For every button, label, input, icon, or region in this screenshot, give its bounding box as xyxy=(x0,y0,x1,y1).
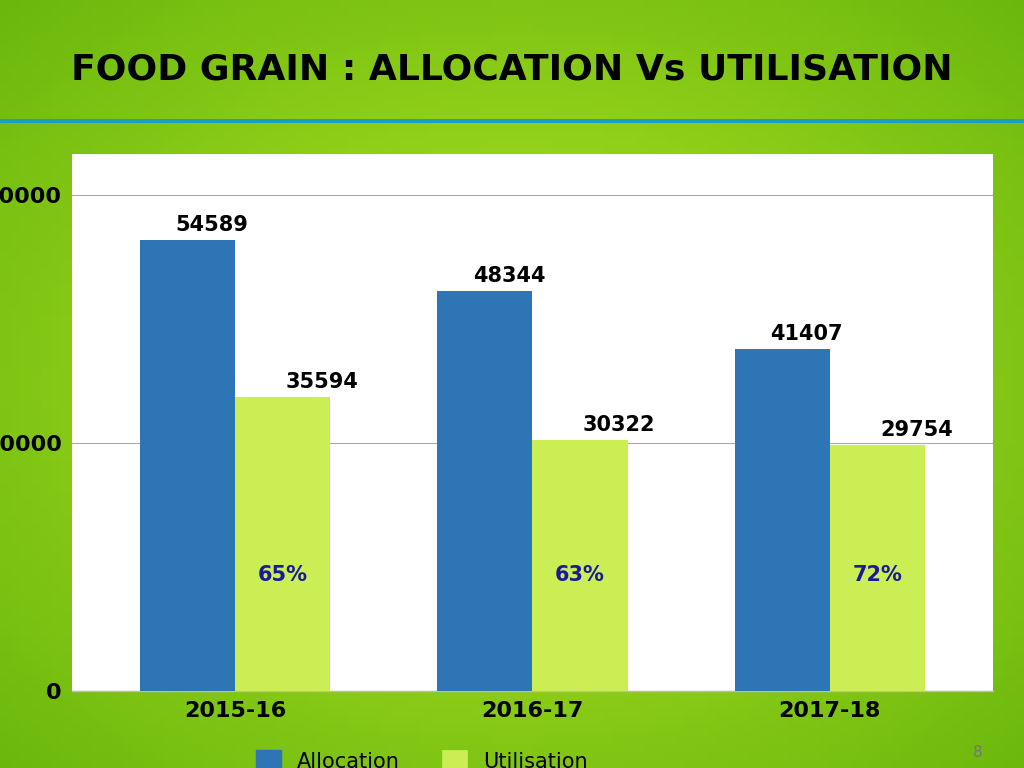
Text: 48344: 48344 xyxy=(473,266,546,286)
Text: FOOD GRAIN : ALLOCATION Vs UTILISATION: FOOD GRAIN : ALLOCATION Vs UTILISATION xyxy=(72,52,952,87)
Bar xyxy=(829,445,925,691)
Bar xyxy=(734,349,829,691)
Text: 30322: 30322 xyxy=(583,415,655,435)
Bar xyxy=(0,119,1024,123)
Text: 35594: 35594 xyxy=(286,372,358,392)
Text: 65%: 65% xyxy=(258,565,308,585)
Legend: Allocation, Utilisation: Allocation, Utilisation xyxy=(256,750,588,768)
Text: 54589: 54589 xyxy=(176,215,249,235)
Text: 63%: 63% xyxy=(555,565,605,585)
Bar xyxy=(140,240,236,691)
Text: 29754: 29754 xyxy=(881,420,953,440)
Bar xyxy=(532,440,628,691)
Text: 72%: 72% xyxy=(852,565,902,585)
Text: 8: 8 xyxy=(974,745,983,760)
Text: 41407: 41407 xyxy=(770,324,843,344)
Bar xyxy=(236,397,331,691)
Bar xyxy=(437,291,532,691)
